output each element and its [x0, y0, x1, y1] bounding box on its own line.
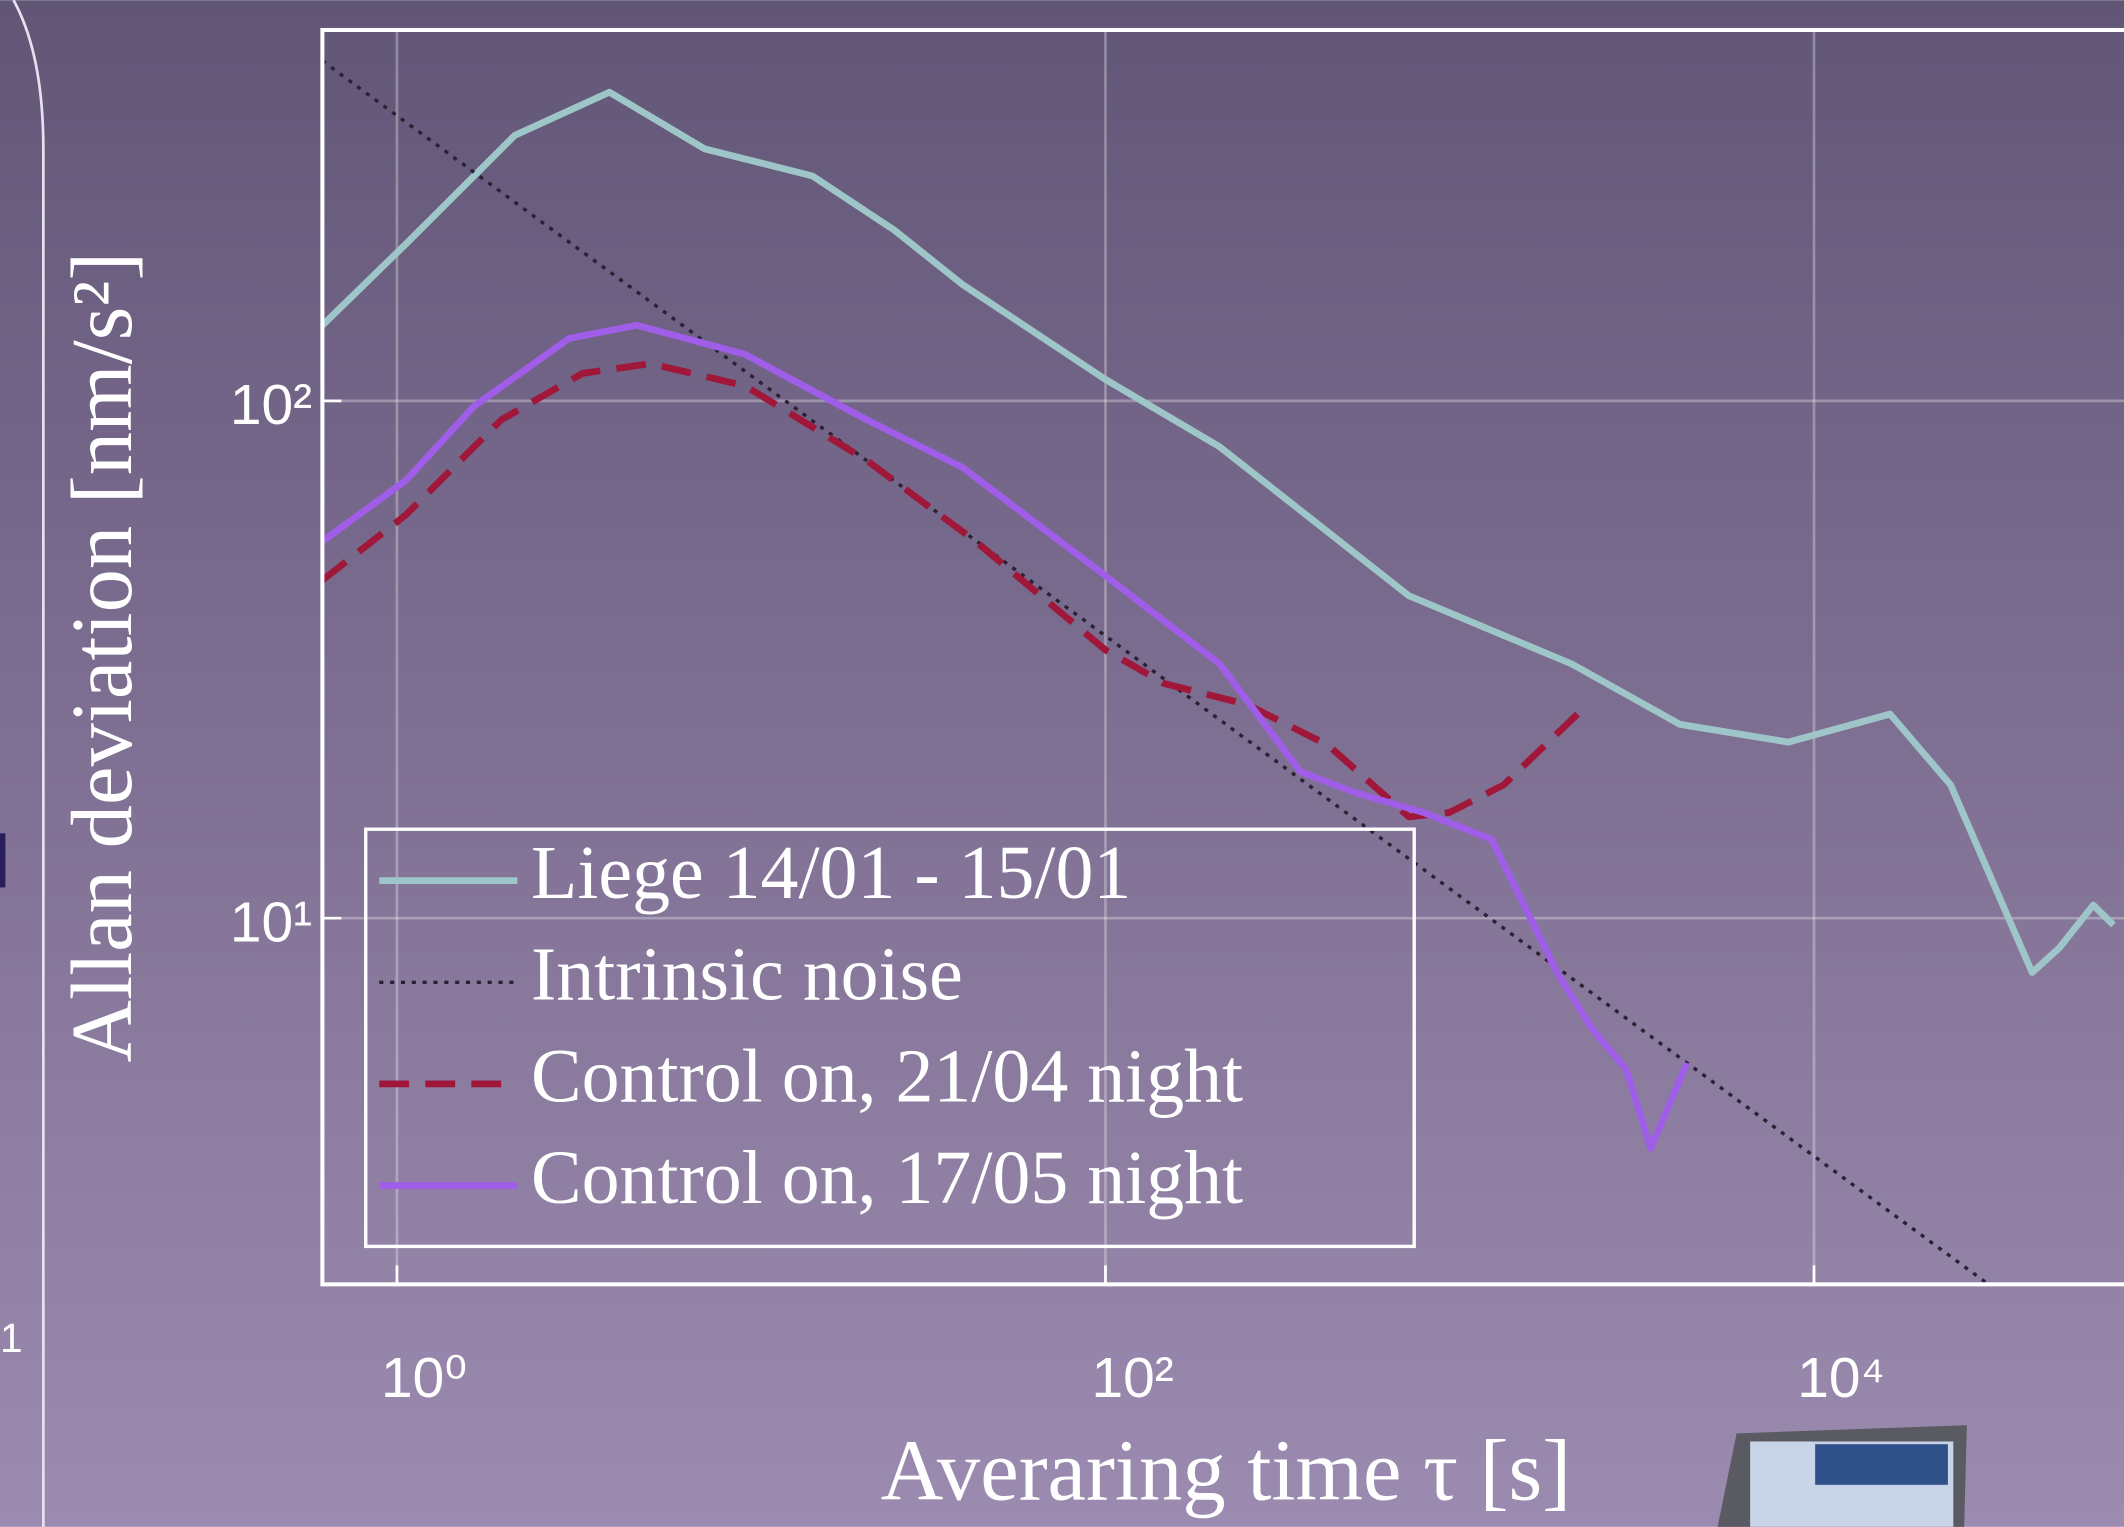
- y-axis-label: Allan deviation [nm/s²]: [54, 252, 150, 1063]
- series-line: [322, 59, 1990, 1285]
- series-line: [322, 321, 1691, 1152]
- legend-label: Liege 14/01 - 15/01: [531, 831, 1131, 915]
- x-tick-label: 10⁴: [1797, 1346, 1885, 1410]
- axes-frame: [320, 27, 2124, 1287]
- y-tick-label: 10²: [230, 373, 312, 437]
- plot-area: [322, 29, 2124, 1285]
- legend: Liege 14/01 - 15/01 Intrinsic noise Contro…: [379, 831, 1243, 1220]
- side-decoration: [12, 0, 45, 1527]
- y-tick-label: 10¹: [230, 890, 312, 954]
- cropped-label: 1: [0, 1315, 23, 1361]
- legend-box: [364, 827, 1416, 1249]
- x-tick-label: 10⁰: [381, 1346, 467, 1410]
- legend-label: Intrinsic noise: [531, 933, 963, 1017]
- side-decoration: [0, 833, 6, 888]
- laptop-thumbnail: [1717, 1425, 1967, 1527]
- legend-label: Control on, 21/04 night: [531, 1034, 1243, 1118]
- x-axis-label: Averaring time τ [s]: [881, 1422, 1571, 1518]
- x-tick-label: 10²: [1091, 1346, 1173, 1410]
- legend-label: Control on, 17/05 night: [531, 1136, 1243, 1220]
- series-line: [322, 88, 2116, 976]
- series-line: [322, 360, 1580, 821]
